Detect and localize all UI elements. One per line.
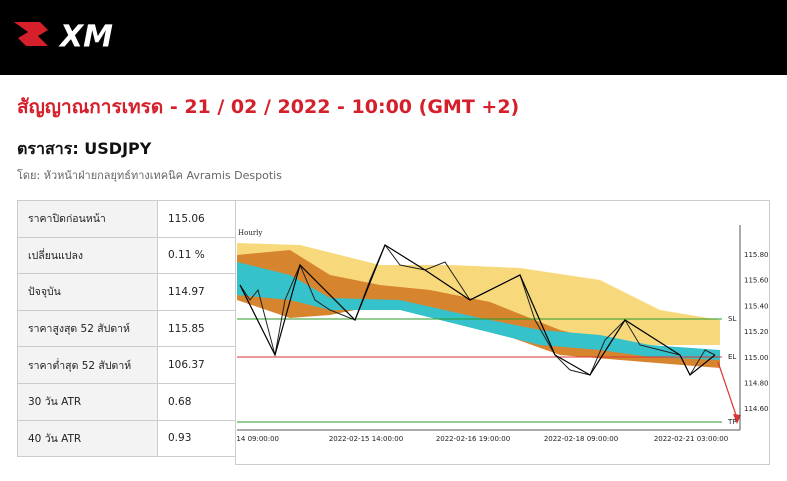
band: [237, 250, 720, 368]
table-row: ราคาต่ำสุด 52 สัปดาห์ 106.37: [17, 346, 236, 384]
label-cell: ราคาต่ำสุด 52 สัปดาห์: [17, 346, 158, 384]
y-tick-label: 115.80: [744, 251, 769, 259]
y-tick-label: 115.40: [744, 302, 769, 310]
value-cell: 115.85: [157, 309, 236, 348]
table-row: 40 วัน ATR 0.93: [17, 419, 236, 458]
y-tick-label: 115.60: [744, 277, 769, 285]
y-tick-label: 114.80: [744, 380, 769, 388]
x-tick-label: 2022-02-15 14:00:00: [329, 435, 403, 443]
level-label: EL: [728, 353, 736, 361]
label-cell: ราคาสูงสุด 52 สัปดาห์: [17, 309, 158, 348]
chart-label: Hourly: [238, 229, 262, 237]
table-row: ราคาสูงสุด 52 สัปดาห์ 115.85: [17, 309, 236, 348]
value-cell: 114.97: [157, 273, 236, 311]
table-row: เปลี่ยนแปลง 0.11 %: [17, 236, 236, 275]
title: สัญญาณการเทรด - 21 / 02 / 2022 - 10:00 (…: [17, 96, 520, 118]
chart: Hourly 115.80 115.60 115.40 115.20 115.00 114.…: [225, 200, 770, 465]
instrument: ตราสาร: USDJPY: [17, 139, 152, 158]
x-tick-label: 2022-02-18 09:00:00: [544, 435, 618, 443]
y-tick-label: 115.00: [744, 354, 769, 362]
arrow-head: [733, 414, 741, 424]
y-tick-label: 115.20: [744, 328, 769, 336]
label-cell: ปัจจุบัน: [17, 273, 158, 311]
author: โดย: หัวหน้าฝ่ายกลยุทธ์ทางเทคนิค Avramis…: [17, 169, 282, 182]
x-tick-label: 2022-02-16 19:00:00: [436, 435, 510, 443]
band: [237, 262, 720, 360]
value-cell: 0.93: [157, 419, 236, 458]
level-label: SL: [728, 315, 736, 323]
label-cell: ราคาปิดก่อนหน้า: [17, 200, 158, 238]
label-cell: 40 วัน ATR: [17, 419, 158, 458]
logo: XM: [14, 20, 113, 55]
arrow: [717, 361, 738, 419]
label-cell: เปลี่ยนแปลง: [17, 236, 158, 275]
x-tick-label: 02-14 09:00:00: [236, 435, 279, 443]
label-cell: 30 วัน ATR: [17, 382, 158, 421]
logo-text: XM: [58, 20, 113, 55]
value-cell: 106.37: [157, 346, 236, 384]
stats-table: ราคาปิดก่อนหน้า 115.06 เปลี่ยนแปลง 0.11 % ปั…: [17, 200, 236, 458]
value-cell: 115.06: [157, 200, 236, 238]
value-cell: 0.11 %: [157, 236, 236, 275]
x-tick-label: 2022-02-21 03:00:00: [654, 435, 728, 443]
table-row: ปัจจุบัน 114.97: [17, 273, 236, 311]
table-row: ราคาปิดก่อนหน้า 115.06: [17, 200, 236, 238]
chart-svg: Hourly 115.80 115.60 115.40 115.20 115.00 114.…: [225, 225, 769, 443]
level-label: TP: [727, 418, 737, 426]
zigzag: [239, 244, 716, 376]
value-cell: 0.68: [157, 382, 236, 421]
y-tick-label: 114.60: [744, 405, 769, 413]
table-row: 30 วัน ATR 0.68: [17, 382, 236, 421]
header: XM: [0, 0, 787, 75]
